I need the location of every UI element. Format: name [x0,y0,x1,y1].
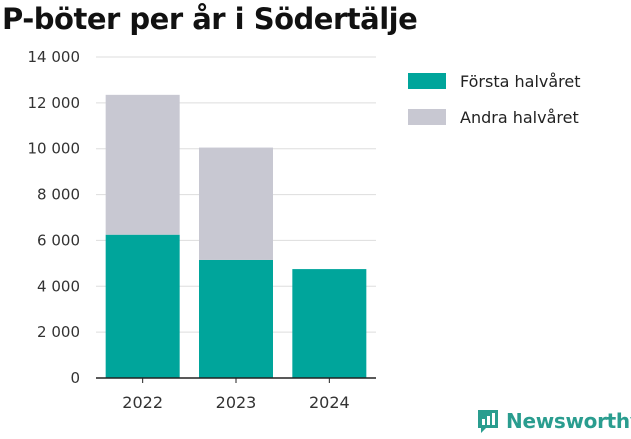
legend: Första halvåret Andra halvåret [408,70,581,128]
y-tick-label: 10 000 [28,140,81,158]
bar-2022-second-half [105,94,180,235]
bar-2023-first-half [199,259,273,378]
legend-swatch-first-half [408,73,446,89]
brand-logo: Newsworthy [476,408,631,434]
y-tick-label: 8 000 [37,186,80,204]
legend-label: Andra halvåret [460,107,579,127]
y-tick-label: 0 [70,369,80,387]
legend-swatch-second-half [408,109,446,125]
legend-item-first-half: Första halvåret [408,70,581,92]
y-tick-label: 6 000 [37,231,80,249]
legend-item-second-half: Andra halvåret [408,106,581,128]
bar-2024-first-half [292,269,367,378]
brand-name: Newsworthy [506,409,631,433]
y-tick-label: 12 000 [28,94,81,112]
x-tick-label: 2022 [122,393,163,412]
newsworthy-chart-logo-icon [478,410,498,433]
x-axis-ticks: 2022 2023 2024 [96,377,376,412]
legend-label: Första halvåret [460,71,581,91]
y-axis-ticks: 0 2 000 4 000 6 000 8 000 10 000 12 000 14 000 [28,48,81,387]
bar-2023-second-half [199,147,273,260]
bar-2022-first-half [105,234,180,378]
chart-title: P-böter per år i Södertälje [2,2,418,36]
y-tick-label: 2 000 [37,323,80,341]
x-tick-label: 2024 [309,393,350,412]
y-tick-label: 4 000 [37,277,80,295]
y-tick-label: 14 000 [28,48,81,66]
x-tick-label: 2023 [216,393,257,412]
bars [105,94,367,378]
